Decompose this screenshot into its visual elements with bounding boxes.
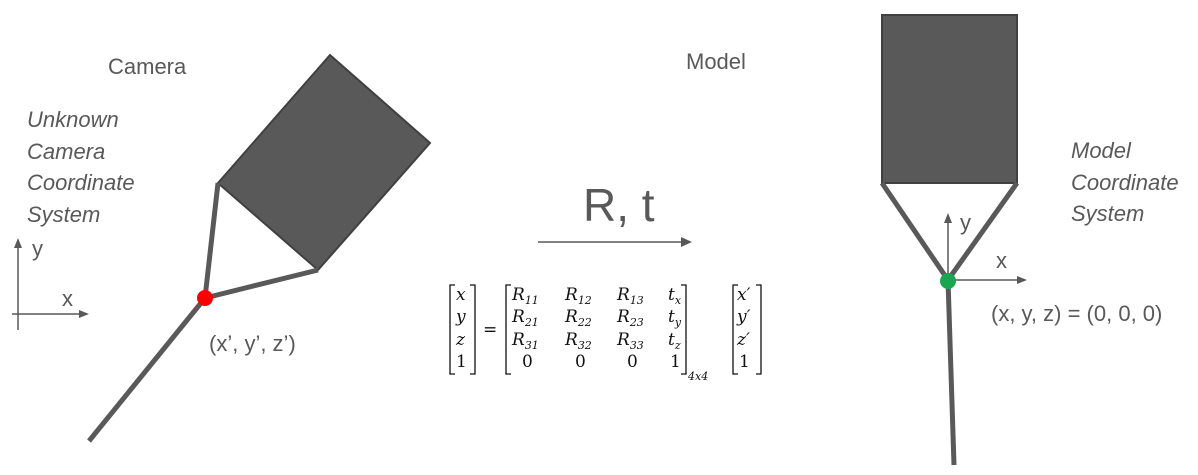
model-point-label: (x, y, z) = (0, 0, 0) (991, 301, 1163, 326)
matrix-entry: R13 (616, 285, 644, 307)
model-desc-line: System (1071, 201, 1145, 226)
camera-axis-y-label: y (32, 236, 43, 261)
camera-desc-line: Camera (27, 138, 106, 164)
model-axis-x-label: x (996, 248, 1007, 273)
transform-arrowhead (681, 237, 692, 247)
rhs-entry: z′ (736, 330, 750, 350)
rhs-bracket-right (756, 284, 762, 375)
model-desc-line: Model (1071, 138, 1131, 163)
matrix-entry: R23 (616, 307, 644, 329)
camera-frustum-right (204, 267, 319, 301)
lhs-entry: 1 (456, 352, 467, 372)
model-origin-point (940, 273, 956, 289)
matrix-entry: R12 (564, 285, 592, 307)
matrix-entry: ty (668, 307, 682, 329)
transform-equation: x y z 1 = R11 R12 R13 tx R21 R22 R23 ty … (449, 284, 762, 383)
model-y-arrowhead (944, 213, 952, 223)
camera-body (216, 53, 432, 272)
model-frustum-left (879, 181, 951, 282)
matrix-entry: R22 (564, 307, 592, 329)
matrix-entry: R21 (511, 307, 539, 329)
model-desc-line: Coordinate (1071, 169, 1179, 195)
rhs-entry: x′ (737, 285, 751, 305)
camera-x-arrowhead (79, 310, 89, 318)
matrix-size-subscript: 4x4 (687, 370, 708, 383)
lhs-bracket-left (449, 284, 455, 375)
camera-desc-line: Coordinate (27, 170, 135, 195)
camera-description: Unknown Camera Coordinate System (27, 104, 135, 230)
model-title: Model (686, 49, 746, 74)
model-axis-y-label: y (960, 210, 971, 235)
rhs-bracket-left (732, 284, 738, 375)
matrix-bracket-left (505, 284, 511, 375)
lhs-bracket-right (470, 284, 476, 375)
rhs-entry: y′ (736, 307, 751, 327)
camera-axis-line (87, 296, 207, 443)
matrix-entry: R33 (616, 330, 644, 352)
matrix-entry: tx (668, 285, 682, 307)
camera-y-arrowhead (14, 238, 22, 248)
camera-desc-line: System (27, 201, 101, 227)
camera-frustum-left (202, 182, 221, 299)
camera-desc-line: Unknown (27, 107, 119, 132)
matrix-entry: tz (668, 330, 681, 352)
camera-title: Camera (108, 54, 187, 79)
model-body (881, 14, 1018, 184)
model-frustum-right (945, 181, 1020, 282)
equals-sign: = (483, 320, 497, 340)
lhs-entry: x (456, 285, 466, 305)
rhs-entry: 1 (739, 352, 750, 372)
model-x-arrowhead (1017, 276, 1027, 284)
model-axis-line (945, 279, 957, 466)
model-description: Model Coordinate System (1071, 135, 1179, 230)
lhs-entry: z (455, 330, 466, 350)
camera-axis-x-label: x (62, 286, 73, 311)
camera-point-label: (x’, y’, z’) (209, 331, 296, 356)
lhs-entry: y (455, 307, 466, 327)
camera-origin-point (197, 290, 213, 306)
matrix-entry: R11 (511, 285, 539, 307)
matrix-entry: 1 (670, 352, 681, 372)
matrix-entry: 0 (575, 352, 586, 372)
matrix-entry: R32 (564, 330, 592, 352)
matrix-bracket-right (681, 284, 687, 375)
transform-label: R, t (583, 179, 655, 231)
matrix-entry: 0 (522, 352, 533, 372)
matrix-entry: R31 (511, 330, 539, 352)
matrix-entry: 0 (627, 352, 638, 372)
